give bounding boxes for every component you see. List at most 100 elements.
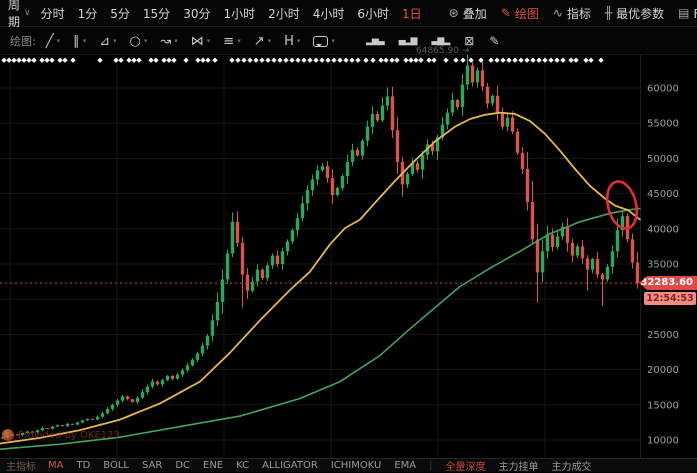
watermark-text: Provided by OKE123 xyxy=(18,430,120,441)
indicator-td[interactable]: TD xyxy=(76,460,90,471)
caret-icon: ▾ xyxy=(268,37,272,45)
trend-line-tool-icon: ╱ xyxy=(46,35,54,48)
note-chart-icon[interactable]: ▄▂▆ xyxy=(399,36,417,46)
drawing-toolbar-label: 绘图: xyxy=(10,33,36,49)
panel-主力成交[interactable]: 主力成交 xyxy=(552,458,592,473)
caret-icon: ▾ xyxy=(113,37,117,45)
callout-tool[interactable]: ▾ xyxy=(313,36,335,47)
column-chart-icon[interactable]: ▃▆▂ xyxy=(431,36,449,46)
pencil-icon: ✎ xyxy=(501,6,511,20)
caret-icon: ▾ xyxy=(144,37,148,45)
y-axis-tick: 25000 xyxy=(647,330,679,341)
ellipse-tool[interactable]: ○▾ xyxy=(130,35,148,48)
f10-button[interactable]: ▤ F10资料 xyxy=(678,5,697,22)
y-axis-tick: 15000 xyxy=(647,400,679,411)
period-label: 周期 xyxy=(8,0,20,30)
main-indicator-label: 主指标 xyxy=(6,458,36,473)
arrow-tool[interactable]: ↗▾ xyxy=(254,35,271,48)
eraser-icon[interactable]: ✎ xyxy=(489,34,499,48)
indicator-button-label: 指标 xyxy=(567,5,591,22)
timeframe-分时[interactable]: 分时 xyxy=(41,5,65,22)
timeframe-6小时[interactable]: 6小时 xyxy=(357,5,389,22)
toolbar-right-buttons: ⊛叠加✎绘图∿指标╫最优参数▤F10资料 ☆ ⊡ xyxy=(435,5,697,22)
optimal-params-button[interactable]: ╫ 最优参数 xyxy=(605,5,664,22)
document-icon: ▤ xyxy=(678,6,689,20)
indicator-sar[interactable]: SAR xyxy=(142,460,162,471)
indicator-dc[interactable]: DC xyxy=(175,460,190,471)
overlay-button[interactable]: ⊛ 叠加 xyxy=(449,5,487,22)
caret-icon: ▾ xyxy=(83,37,87,45)
polyline-tool[interactable]: ↝▾ xyxy=(160,35,177,48)
overlay-icon: ⊛ xyxy=(449,6,459,20)
timeframe-15分[interactable]: 15分 xyxy=(143,5,170,22)
timeframe-4小时[interactable]: 4小时 xyxy=(313,5,345,22)
speech-bubble-icon xyxy=(313,36,328,47)
flag-tool[interactable]: ⊿▾ xyxy=(99,35,116,48)
y-axis-tick: 40000 xyxy=(647,224,679,235)
indicator-ichimoku[interactable]: ICHIMOKU xyxy=(331,460,382,471)
indicator-divider: | xyxy=(429,460,432,471)
fibonacci-tool[interactable]: ≡▾ xyxy=(223,35,240,48)
caret-icon: ▾ xyxy=(57,37,61,45)
y-axis-tick: 35000 xyxy=(647,260,679,271)
indicator-ma[interactable]: MA xyxy=(48,460,63,471)
indicator-boll[interactable]: BOLL xyxy=(103,460,129,471)
timeframe-1分[interactable]: 1分 xyxy=(78,5,98,22)
candle-countdown-badge: 12:54:53 xyxy=(644,292,696,305)
y-axis-tick: 60000 xyxy=(647,84,679,95)
timeframe-5分[interactable]: 5分 xyxy=(110,5,130,22)
arrow-right-icon: → xyxy=(462,46,470,56)
timeframe-1日[interactable]: 1日 xyxy=(402,5,422,22)
all-time-high-label: 64865.90 → xyxy=(416,46,469,56)
exchange-logo-icon xyxy=(2,429,14,441)
y-axis-tick: 55000 xyxy=(647,119,679,130)
timeframe-toolbar: 周期 ∨ 分时 1分 5分 15分 30分 1小时 2小时 4小时 6小时 1日 ⊛ 叠加 ✎ 绘图 ∿ 指… xyxy=(0,0,697,27)
parallel-line-tool[interactable]: ∥▾ xyxy=(73,35,86,48)
drawing-toolbar: 绘图: ╱▾∥▾⊿▾○▾↝▾⋈▾≡▾↗▾H▾ ▾ ▂▅▃▄▂▆▃▆▂⊠✎ xyxy=(0,28,697,55)
indicator-bar: 主指标 MA TD BOLL SAR DC ENE KC ALLIGATOR ICHIMOKU E… xyxy=(0,458,697,472)
caret-icon: ▾ xyxy=(297,37,301,45)
y-axis-tick: 20000 xyxy=(647,365,679,376)
caret-icon: ▾ xyxy=(237,37,241,45)
parallel-line-tool-icon: ∥ xyxy=(73,35,80,48)
timeframe-2小时[interactable]: 2小时 xyxy=(268,5,300,22)
timeframe-list: 分时 1分 5分 15分 30分 1小时 2小时 4小时 6小时 1日 xyxy=(41,5,435,22)
caret-icon: ▾ xyxy=(207,37,211,45)
pattern-xabcd-tool[interactable]: ⋈▾ xyxy=(191,35,211,48)
caret-icon: ▾ xyxy=(174,37,178,45)
indicator-ene[interactable]: ENE xyxy=(203,460,223,471)
sliders-icon: ╫ xyxy=(605,6,612,20)
y-axis-tick: 10000 xyxy=(647,436,679,447)
trend-line-tool[interactable]: ╱▾ xyxy=(46,35,60,48)
caret-icon: ▾ xyxy=(331,37,335,45)
indicator-ema[interactable]: EMA xyxy=(394,460,416,471)
signal-chart-icon[interactable]: ▂▅▃ xyxy=(366,36,384,46)
flag-tool-icon: ⊿ xyxy=(99,35,110,48)
watermark: Provided by OKE123 xyxy=(2,429,120,441)
line-chart-icon: ∿ xyxy=(553,6,563,20)
ellipse-tool-icon: ○ xyxy=(130,35,141,48)
y-axis-tick: 50000 xyxy=(647,154,679,165)
candlestick-chart[interactable]: 6000055000500004500040000350003000025000… xyxy=(0,55,697,458)
overlay-button-label: 叠加 xyxy=(463,5,487,22)
pattern-xabcd-tool-icon: ⋈ xyxy=(191,35,204,48)
arrow-tool-icon: ↗ xyxy=(254,35,265,48)
chart-canvas[interactable]: 6000055000500004500040000350003000025000… xyxy=(0,55,697,458)
indicator-button[interactable]: ∿ 指标 xyxy=(553,5,591,22)
last-price-badge: 32283.60 xyxy=(639,276,697,290)
fibonacci-tool-icon: ≡ xyxy=(223,35,234,48)
f10-button-label: F10资料 xyxy=(694,5,697,22)
price-range-tool-icon: H xyxy=(284,35,294,48)
timeframe-1小时[interactable]: 1小时 xyxy=(223,5,255,22)
chevron-down-icon[interactable]: ∨ xyxy=(24,8,31,18)
panel-主力挂单[interactable]: 主力挂单 xyxy=(499,458,539,473)
indicator-alligator[interactable]: ALLIGATOR xyxy=(262,460,318,471)
draw-button[interactable]: ✎ 绘图 xyxy=(501,5,539,22)
draw-button-label: 绘图 xyxy=(515,5,539,22)
panel-全量深度[interactable]: 全量深度 xyxy=(446,458,486,473)
price-range-tool[interactable]: H▾ xyxy=(284,35,300,48)
optimal-params-button-label: 最优参数 xyxy=(616,5,664,22)
indicator-kc[interactable]: KC xyxy=(236,460,249,471)
y-axis-tick: 45000 xyxy=(647,189,679,200)
timeframe-30分[interactable]: 30分 xyxy=(183,5,210,22)
